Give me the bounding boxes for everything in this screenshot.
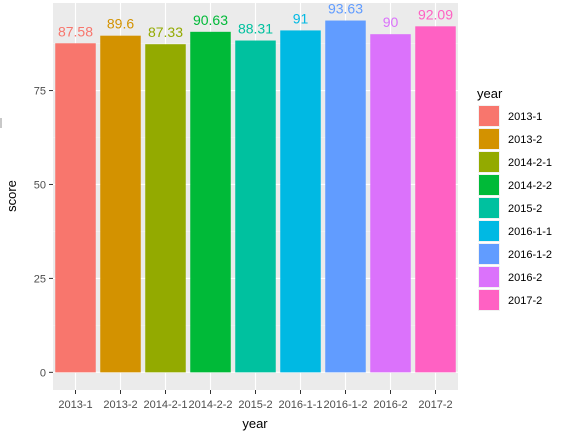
x-tick-label: 2014-2-1 bbox=[143, 399, 187, 411]
x-axis: 2013-1 2013-2 2014-2-1 2014-2-2 2015-2 2016-1… bbox=[58, 390, 453, 411]
legend-label: 2016-2 bbox=[508, 272, 542, 284]
y-tick-label: 25 bbox=[34, 273, 46, 285]
legend-label: 2016-1-2 bbox=[508, 249, 552, 261]
legend-key bbox=[479, 198, 499, 218]
legend: year 2013-1 2013-2 2014-2-1 2014-2-2 2015-2 2… bbox=[477, 86, 552, 311]
legend-label: 2013-1 bbox=[508, 111, 542, 123]
legend-title: year bbox=[477, 86, 503, 101]
legend-label: 2016-1-1 bbox=[508, 226, 552, 238]
value-labels: 87.58 89.6 87.33 90.63 88.31 91 93.63 90 92.09 bbox=[58, 1, 453, 41]
bar-value-label: 87.33 bbox=[148, 24, 183, 40]
bar-value-label: 93.63 bbox=[328, 1, 363, 17]
bar-value-label: 90 bbox=[383, 14, 399, 30]
bar bbox=[325, 20, 366, 373]
x-tick-label: 2015-2 bbox=[238, 399, 272, 411]
x-tick-label: 2016-2 bbox=[373, 399, 407, 411]
x-tick-label: 2016-1-2 bbox=[323, 399, 367, 411]
x-tick-label: 2013-2 bbox=[103, 399, 137, 411]
y-axis: 0 25 50 75 bbox=[34, 86, 53, 379]
edge-marker bbox=[0, 118, 2, 128]
legend-label: 2015-2 bbox=[508, 203, 542, 215]
bar-value-label: 92.09 bbox=[418, 6, 453, 22]
bar-value-label: 91 bbox=[293, 10, 309, 26]
y-tick-label: 50 bbox=[34, 179, 46, 191]
bar bbox=[55, 43, 96, 373]
legend-label: 2013-2 bbox=[508, 134, 542, 146]
bar bbox=[415, 26, 456, 373]
bar-value-label: 88.31 bbox=[238, 21, 273, 37]
legend-key bbox=[479, 267, 499, 287]
bar bbox=[190, 31, 231, 373]
legend-label: 2014-2-2 bbox=[508, 180, 552, 192]
x-tick-label: 2017-2 bbox=[418, 399, 452, 411]
bar bbox=[100, 35, 141, 373]
legend-key bbox=[479, 129, 499, 149]
legend-key bbox=[479, 152, 499, 172]
bar-value-label: 89.6 bbox=[107, 16, 134, 32]
legend-key bbox=[479, 290, 499, 310]
bar bbox=[280, 30, 321, 373]
legend-key bbox=[479, 175, 499, 195]
bar-value-label: 90.63 bbox=[193, 12, 228, 28]
y-axis-title: score bbox=[4, 180, 19, 212]
x-axis-title: year bbox=[242, 416, 268, 431]
y-tick-label: 75 bbox=[34, 86, 46, 98]
legend-key bbox=[479, 106, 499, 126]
bar bbox=[235, 40, 276, 373]
legend-label: 2017-2 bbox=[508, 295, 542, 307]
bar bbox=[370, 34, 411, 373]
x-tick-label: 2013-1 bbox=[58, 399, 92, 411]
bar-value-label: 87.58 bbox=[58, 23, 93, 39]
y-tick-label: 0 bbox=[40, 367, 46, 379]
x-tick-label: 2016-1-1 bbox=[278, 399, 322, 411]
legend-key bbox=[479, 221, 499, 241]
legend-label: 2014-2-1 bbox=[508, 157, 552, 169]
x-tick-label: 2014-2-2 bbox=[188, 399, 232, 411]
bar bbox=[145, 44, 186, 373]
bars bbox=[55, 20, 456, 373]
legend-key bbox=[479, 244, 499, 264]
